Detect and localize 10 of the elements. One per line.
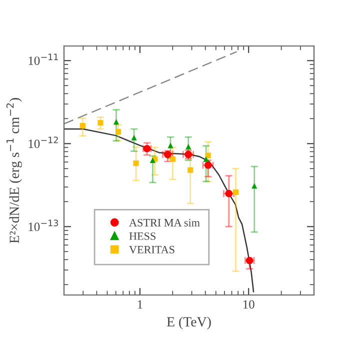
y-axis-title: E²×dN/dE (erg s$^{−1}$ cm$^{−2}$) [6,98,22,244]
y-tick-label: 10$^{−12}$ [28,136,58,148]
y-tick-label: 10$^{−11}$ [28,54,58,66]
y-tick-label: 10$^{−13}$ [28,220,58,232]
legend-label: VERITAS [129,246,174,254]
x-tick-label: 10 [243,300,254,309]
x-axis-title: E (TeV) [166,316,211,330]
x-tick-label: 1 [138,300,142,309]
legend-label: HESS [129,232,156,240]
legend-label: ASTRI MA sim [129,218,200,226]
